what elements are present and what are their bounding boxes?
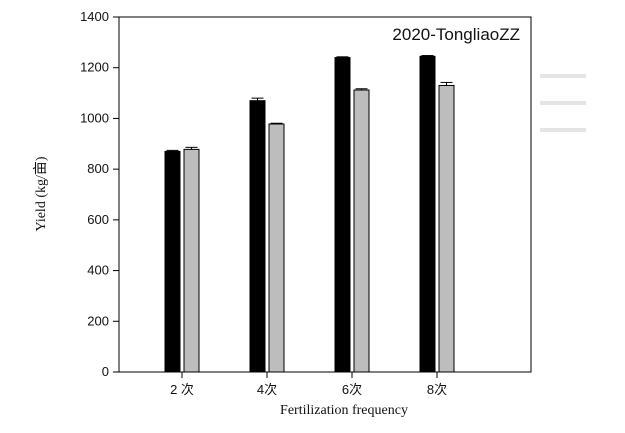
bar-series1-2 <box>249 100 266 373</box>
bar-series2-4 <box>438 84 455 373</box>
y-tick-label: 1000 <box>80 110 109 125</box>
bar-series1-3 <box>334 57 351 373</box>
y-axis-title: Yield (kg/亩) <box>32 156 49 231</box>
y-tick-label: 0 <box>102 364 109 379</box>
background-artifacts <box>540 74 586 132</box>
y-tick-label: 400 <box>87 263 109 278</box>
bars <box>164 55 455 373</box>
x-tick-label: 6次 <box>342 382 362 397</box>
bar-series2-2 <box>268 123 285 373</box>
plot-frame <box>118 16 532 373</box>
y-tick-label: 600 <box>87 212 109 227</box>
y-tick-label: 200 <box>87 313 109 328</box>
y-tick-label: 800 <box>87 161 109 176</box>
y-tick-label: 1400 <box>80 9 109 24</box>
x-tick-label: 4次 <box>257 382 277 397</box>
x-tick-label: 2 次 <box>170 382 194 397</box>
y-axis-ticks: 0 200 400 600 800 1000 1200 1400 <box>80 9 119 379</box>
y-tick-label: 1200 <box>80 60 109 75</box>
x-axis-title: Fertilization frequency <box>280 403 408 418</box>
chart-title: 2020-TongliaoZZ <box>392 25 520 44</box>
x-tick-label: 8次 <box>427 382 447 397</box>
bar-series1-4 <box>419 55 436 373</box>
bar-series2-3 <box>353 89 370 373</box>
x-axis-ticks: 2 次 4次 6次 8次 <box>170 372 447 397</box>
bar-series1-1 <box>164 150 181 373</box>
bar-series2-1 <box>183 148 200 373</box>
